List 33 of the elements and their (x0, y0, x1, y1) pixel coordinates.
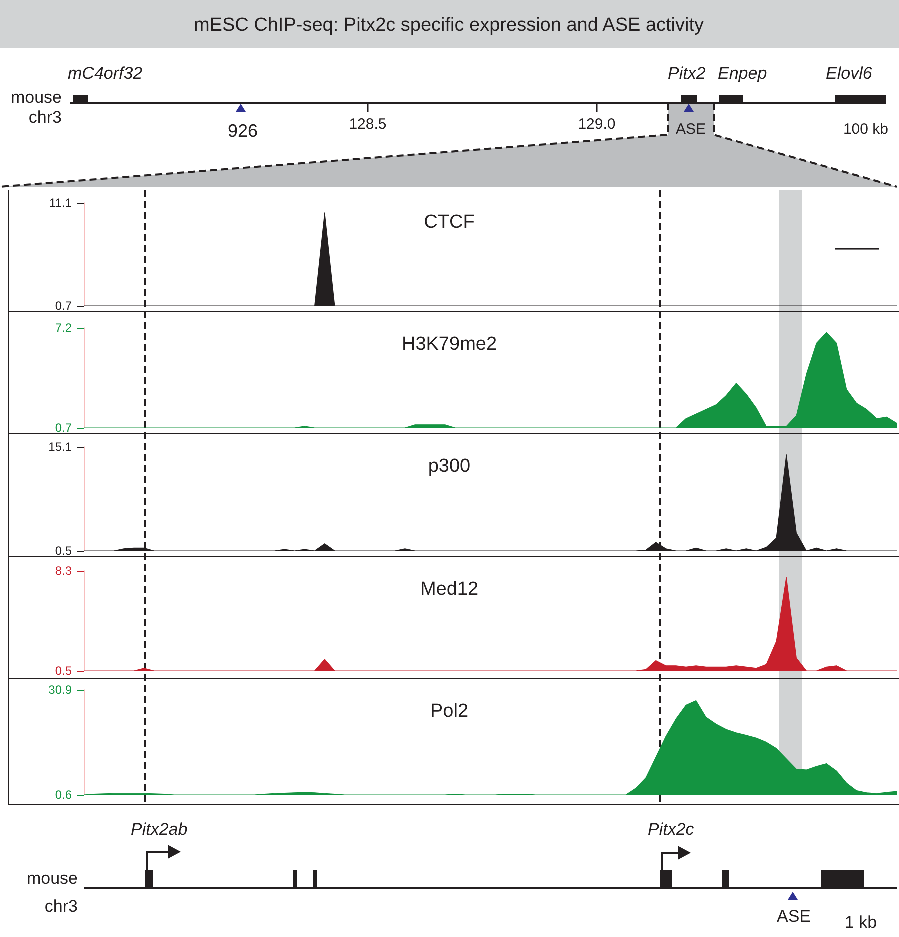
y-tick-label: 11.1 (50, 196, 72, 210)
text: 129.0 (578, 116, 616, 133)
text: Pol2 (430, 701, 469, 722)
text: Pitx2c (648, 820, 695, 839)
text: ASE (676, 121, 706, 138)
y-tick-label: 8.3 (55, 564, 72, 578)
text: ASE (776, 907, 812, 926)
text: chr3 (44, 897, 78, 916)
text: 926 (228, 121, 258, 141)
text: mC4orf32 (68, 64, 144, 83)
chart-title: H3K79me2 (402, 334, 498, 355)
y-tick-label: 15.1 (48, 440, 72, 454)
chart-title: CTCF (424, 212, 475, 233)
text: Enpep (718, 64, 768, 83)
y-tick-label: 0.5 (55, 544, 72, 558)
text: 1 kb (844, 913, 878, 932)
y-tick-label: 7.2 (55, 321, 72, 335)
text: Elovl6 (826, 64, 873, 83)
y-tick-label: 0.6 (55, 788, 72, 802)
y-tick-label: 30.9 (48, 683, 72, 697)
y-tick-label: 0.7 (55, 421, 72, 435)
text: 128.5 (349, 116, 387, 133)
text: chr3 (28, 108, 62, 127)
text: 100 kb (843, 121, 889, 138)
chart-title: Med12 (420, 579, 479, 600)
text: mouse (10, 88, 62, 107)
y-tick-label: 0.5 (55, 664, 72, 678)
text: mouse (26, 869, 78, 888)
text: mESC ChIP-seq: Pitx2c specific expression and ASE activity (194, 15, 705, 36)
y-tick-label: 0.7 (55, 299, 72, 313)
text: Pitx2 (668, 64, 706, 83)
chart-title: p300 (428, 456, 471, 477)
text: Pitx2ab (131, 820, 188, 839)
